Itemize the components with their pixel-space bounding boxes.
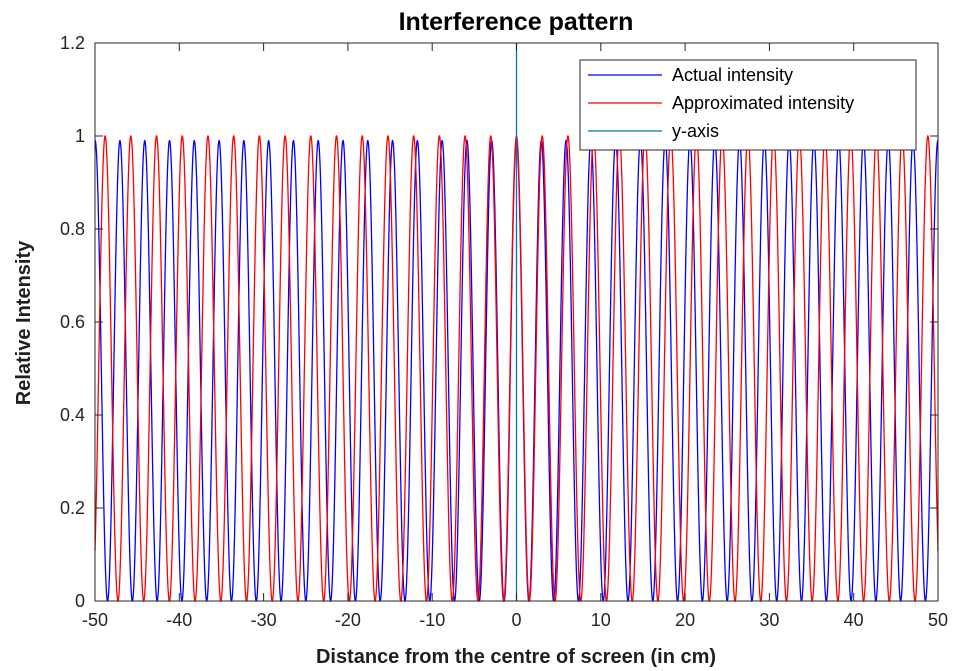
y-ticks: 0 0.2 0.4 0.6 0.8 1 1.2: [60, 33, 938, 611]
x-tick-label: -50: [82, 610, 108, 630]
legend-entry-label: y-axis: [672, 121, 719, 141]
x-tick-label: 40: [844, 610, 864, 630]
x-tick-label: -30: [251, 610, 277, 630]
legend: Actual intensity Approximated intensity y-…: [579, 59, 917, 151]
y-tick-label: 0.8: [60, 219, 85, 239]
y-tick-label: 0.6: [60, 312, 85, 332]
y-tick-label: 0: [75, 591, 85, 611]
y-axis-label: Relative Intensity: [13, 240, 35, 405]
x-tick-label: 20: [675, 610, 695, 630]
x-tick-label: 50: [928, 610, 948, 630]
x-tick-label: 30: [759, 610, 779, 630]
x-axis-label: Distance from the centre of screen (in c…: [316, 646, 716, 668]
y-tick-label: 0.4: [60, 405, 85, 425]
x-tick-label: -10: [419, 610, 445, 630]
y-tick-label: 1: [75, 126, 85, 146]
series-layer: [94, 43, 939, 603]
x-tick-label: -40: [166, 610, 192, 630]
x-tick-label: -20: [335, 610, 361, 630]
y-tick-label: 1.2: [60, 33, 85, 53]
legend-entry-label: Approximated intensity: [672, 93, 854, 113]
chart-title: Interference pattern: [399, 8, 634, 36]
x-tick-label: 10: [591, 610, 611, 630]
legend-entry-label: Actual intensity: [672, 65, 793, 85]
y-tick-label: 0.2: [60, 498, 85, 518]
x-ticks: -50 -40 -30 -20 -10 0 10 20 30 40 50: [82, 43, 948, 630]
x-tick-label: 0: [511, 610, 521, 630]
